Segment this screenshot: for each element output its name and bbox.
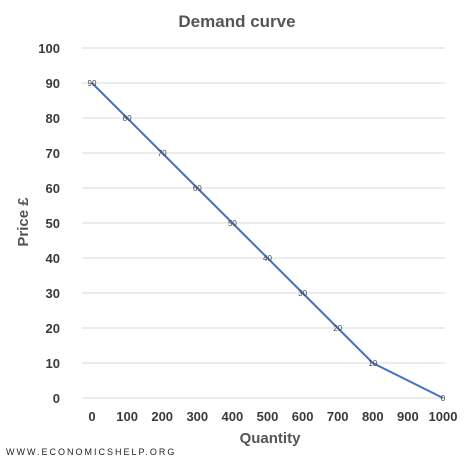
data-label: 90 — [88, 79, 97, 88]
data-labels: 90 80 70 60 50 40 30 20 10 0 — [88, 79, 446, 403]
data-label: 50 — [228, 219, 237, 228]
x-tick-label: 400 — [222, 409, 244, 424]
y-tick-label: 20 — [46, 321, 60, 336]
x-tick-label: 700 — [327, 409, 349, 424]
y-tick-label: 50 — [46, 216, 60, 231]
data-label: 80 — [123, 114, 132, 123]
x-tick-label: 300 — [186, 409, 208, 424]
x-tick-label: 800 — [362, 409, 384, 424]
x-tick-label: 0 — [88, 409, 95, 424]
x-tick-label: 1000 — [429, 409, 458, 424]
x-tick-labels: 0 100 200 300 400 500 600 700 800 900 1000 — [88, 409, 457, 424]
y-tick-label: 60 — [46, 181, 60, 196]
y-tick-label: 10 — [46, 356, 60, 371]
y-tick-label: 80 — [46, 111, 60, 126]
y-tick-label: 40 — [46, 251, 60, 266]
data-label: 20 — [333, 324, 342, 333]
x-axis-label: Quantity — [240, 430, 301, 447]
y-tick-labels: 0 10 20 30 40 50 60 70 80 90 100 — [38, 41, 60, 406]
x-tick-label: 900 — [397, 409, 419, 424]
chart-title: Demand curve — [178, 12, 295, 31]
y-tick-label: 100 — [38, 41, 60, 56]
y-tick-label: 0 — [53, 391, 60, 406]
data-label: 10 — [368, 359, 377, 368]
data-label: 0 — [441, 394, 446, 403]
data-label: 30 — [298, 289, 307, 298]
x-tick-label: 100 — [116, 409, 138, 424]
data-label: 40 — [263, 254, 272, 263]
data-label: 70 — [158, 149, 167, 158]
y-tick-label: 70 — [46, 146, 60, 161]
demand-line — [91, 82, 444, 399]
data-label: 60 — [193, 184, 202, 193]
y-tick-label: 30 — [46, 286, 60, 301]
y-tick-label: 90 — [46, 76, 60, 91]
x-tick-label: 600 — [292, 409, 314, 424]
watermark: WWW.ECONOMICSHELP.ORG — [6, 447, 176, 457]
gridlines — [82, 47, 445, 399]
x-tick-label: 200 — [151, 409, 173, 424]
x-tick-label: 500 — [257, 409, 279, 424]
y-axis-label: Price £ — [15, 197, 32, 247]
